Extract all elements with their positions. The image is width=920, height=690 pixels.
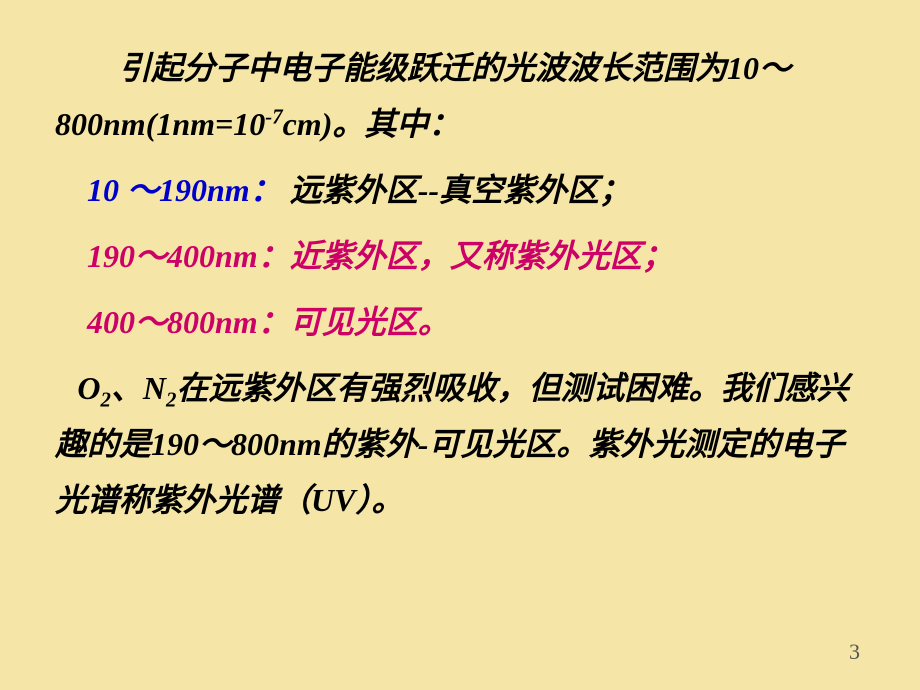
range-2-desc: 近紫外区，又称紫外光区；: [290, 238, 674, 274]
n2-sub: 2: [166, 388, 176, 411]
o2-sub: 2: [101, 388, 111, 411]
intro-superscript: -7: [265, 105, 282, 128]
o2-o: O: [77, 370, 100, 406]
conclusion-paragraph: O2、N2在远紫外区有强烈吸收，但测试困难。我们感兴趣的是190～800nm的紫…: [55, 360, 865, 528]
range-1-desc: 远紫外区--真空紫外区；: [282, 172, 631, 208]
o2n2-separator: 、: [111, 370, 143, 406]
range-3-label: 400～800nm：: [87, 304, 290, 340]
range-1-label: 10 ～190nm：: [87, 172, 282, 208]
intro-text-after: cm)。其中：: [283, 106, 461, 142]
page-number: 3: [849, 639, 860, 665]
n2-n: N: [143, 370, 166, 406]
range-2-label: 190～400nm：: [87, 238, 290, 274]
range-1: 10 ～190nm： 远紫外区--真空紫外区；: [55, 162, 865, 218]
range-2: 190～400nm：近紫外区，又称紫外光区；: [55, 228, 865, 284]
intro-paragraph: 引起分子中电子能级跃迁的光波波长范围为10～800nm(1nm=10-7cm)。…: [55, 40, 865, 152]
range-3: 400～800nm：可见光区。: [55, 294, 865, 350]
range-3-desc: 可见光区。: [290, 304, 450, 340]
